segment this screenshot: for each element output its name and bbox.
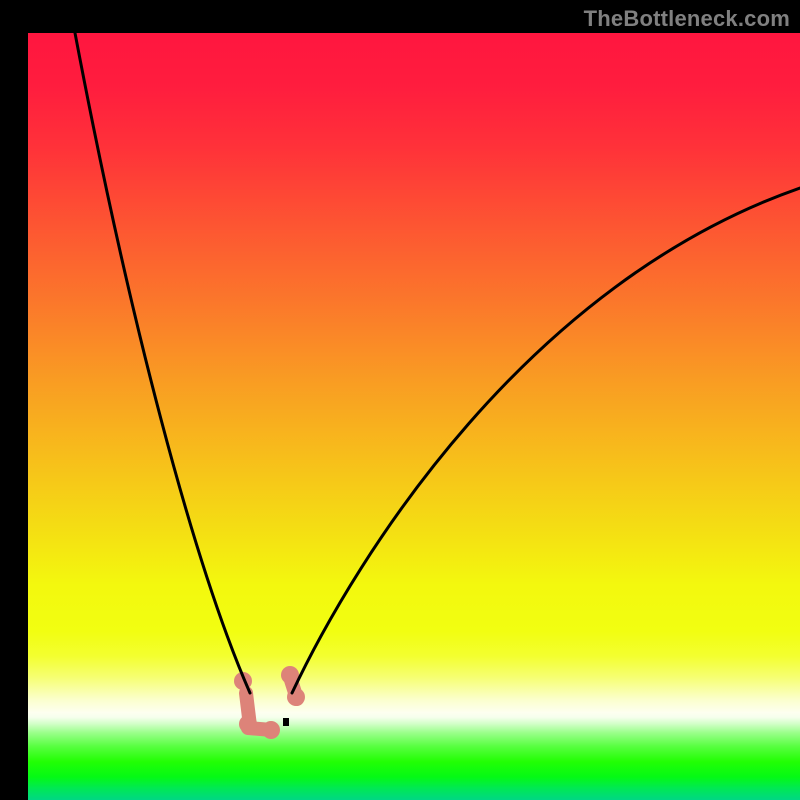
curve-layer — [28, 33, 800, 800]
plot-frame — [28, 33, 800, 800]
curve-right — [292, 188, 800, 693]
curve-left — [75, 33, 250, 693]
watermark-text: TheBottleneck.com — [584, 6, 790, 32]
plot-area — [28, 33, 800, 800]
